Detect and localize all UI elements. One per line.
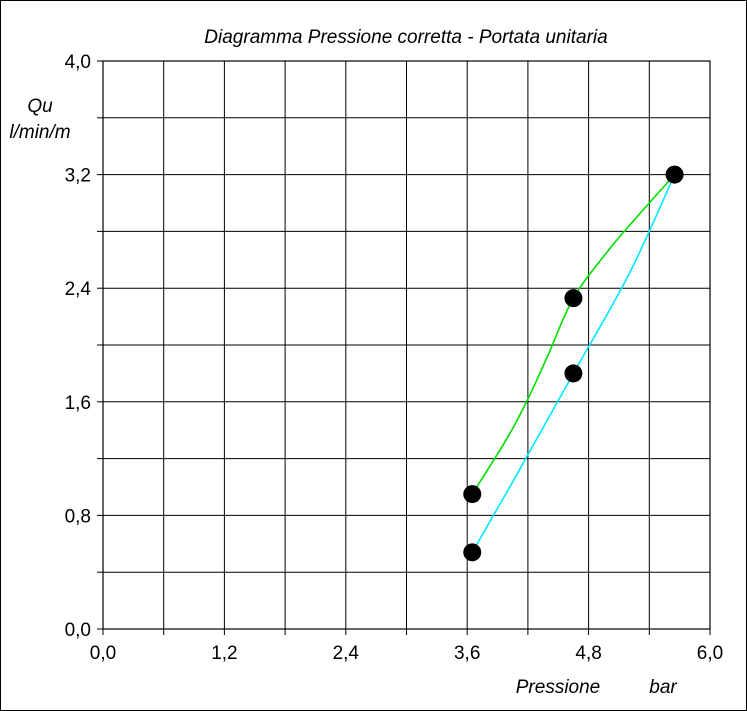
y-tick-label: 3,2	[65, 166, 91, 187]
x-tick-label: 2,4	[333, 643, 360, 664]
x-tick-label: 1,2	[211, 643, 237, 664]
x-tick-label: 6,0	[697, 643, 723, 664]
axis-ticks	[97, 60, 711, 635]
y-tick-label: 0,8	[65, 506, 91, 527]
chart-title: Diagramma Pressione corretta - Portata u…	[204, 27, 607, 48]
y-tick-label: 2,4	[65, 279, 92, 300]
series-line-green	[471, 174, 676, 495]
y-axis-unit: l/min/m	[9, 122, 70, 143]
y-tick-label: 4,0	[65, 52, 91, 73]
y-tick-label: 0,0	[65, 620, 91, 641]
data-point	[564, 364, 583, 383]
y-tick-label: 1,6	[65, 393, 91, 414]
x-axis-unit: bar	[649, 677, 677, 698]
x-tick-label: 4,8	[575, 643, 601, 664]
data-point	[463, 485, 482, 504]
x-tick-label: 3,6	[454, 643, 480, 664]
tick-labels: 0,0 1,2 2,4 3,6 4,8 6,0 0,0 0,8 1,6 2,4 3,2 4,0	[65, 52, 724, 664]
x-tick-label: 0,0	[90, 643, 116, 664]
data-point	[463, 543, 482, 562]
data-points	[463, 165, 684, 562]
data-point	[665, 165, 684, 184]
x-axis-label: Pressione	[516, 677, 601, 698]
grid	[103, 61, 710, 629]
y-axis-label: Qu	[27, 96, 53, 117]
data-point	[564, 289, 583, 308]
